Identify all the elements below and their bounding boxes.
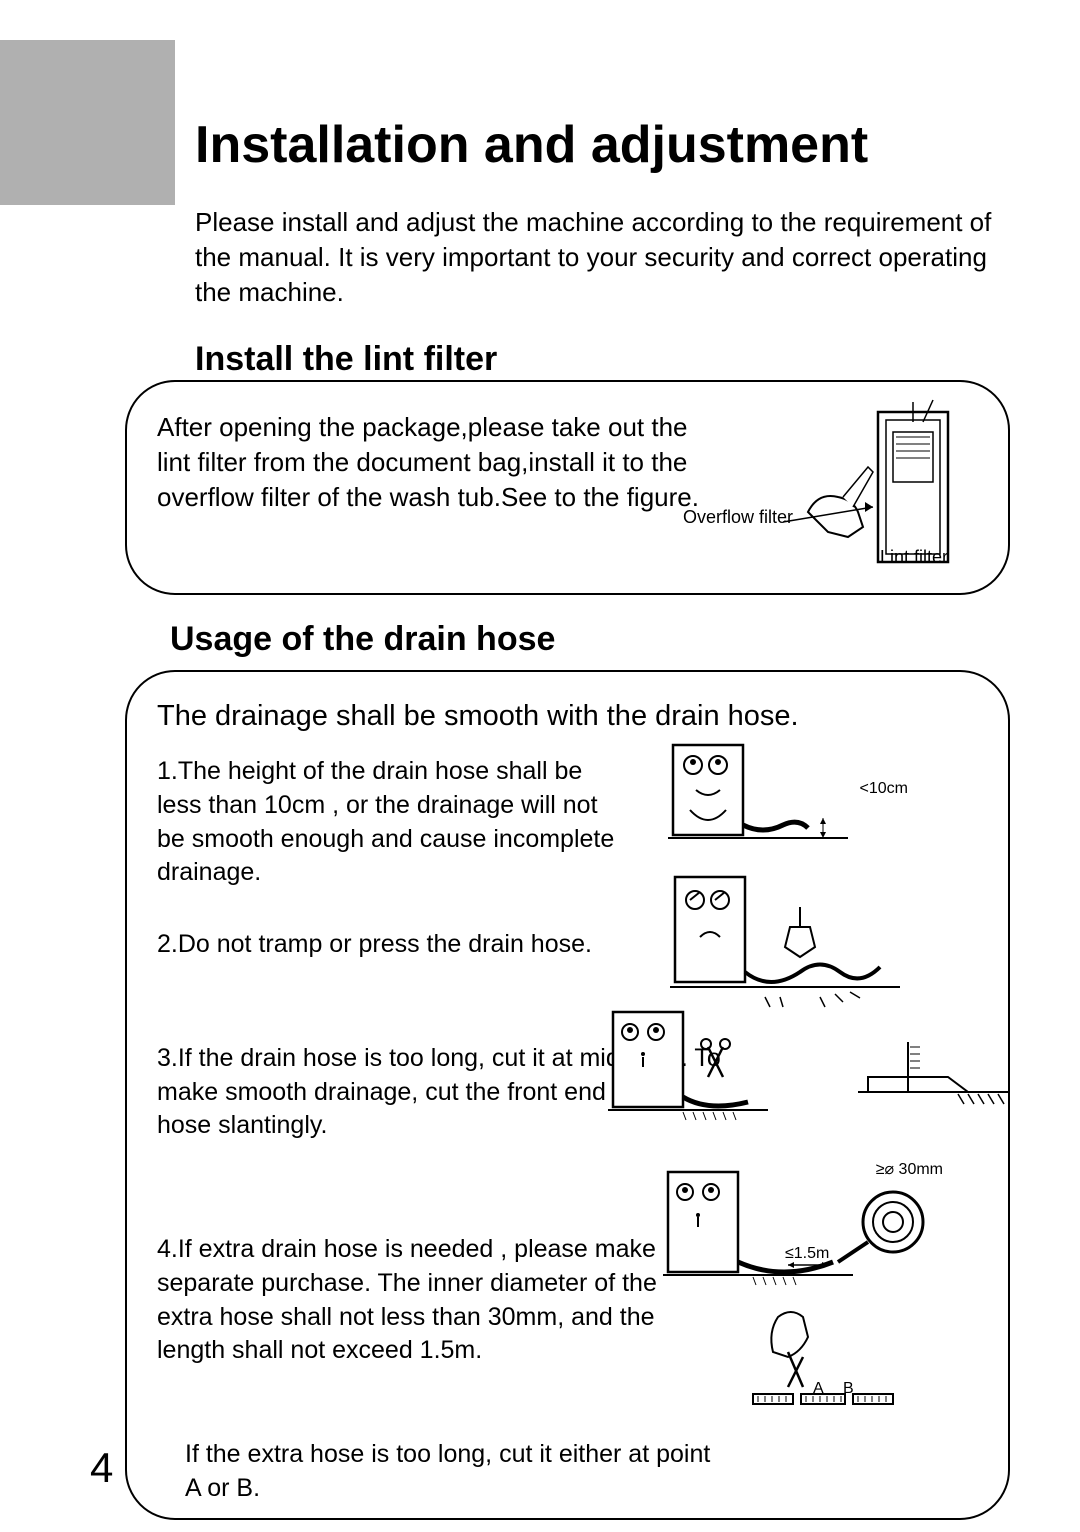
- main-content: Installation and adjustment Please insta…: [195, 115, 1015, 391]
- lint-filter-box: After opening the package,please take ou…: [125, 380, 1010, 595]
- drain-item-4-text: 4.If extra drain hose is needed , please…: [157, 1235, 657, 1364]
- drain-item-5: If the extra hose is too long, cut it ei…: [157, 1438, 717, 1506]
- drain-figure-5: A B: [733, 1302, 913, 1412]
- intro-paragraph: Please install and adjust the machine ac…: [195, 205, 1005, 310]
- drain-heading: Usage of the drain hose: [170, 620, 555, 659]
- drain-item-4: 4.If extra drain hose is needed , please…: [157, 1233, 717, 1368]
- drain-item-1: 1.The height of the drain hose shall be …: [157, 755, 617, 890]
- lint-body-text: After opening the package,please take ou…: [157, 410, 717, 515]
- page-number: 4: [90, 1444, 113, 1492]
- drain-item-2-text: 2.Do not tramp or press the drain hose.: [157, 930, 592, 958]
- drain-figure-1: <10cm: [668, 740, 898, 850]
- lint-heading: Install the lint filter: [195, 340, 1015, 379]
- lint-filter-figure: [688, 392, 978, 577]
- drain-figure-3: [608, 1002, 1008, 1122]
- drain-hose-box: The drainage shall be smooth with the dr…: [125, 670, 1010, 1520]
- drain-figure-4: ≥⌀ 30mm ≤1.5m: [663, 1167, 953, 1287]
- dim-10cm: <10cm: [860, 780, 908, 798]
- drain-lead-text: The drainage shall be smooth with the dr…: [157, 700, 978, 733]
- cut-point-a: A: [813, 1380, 824, 1398]
- drain-item-5-text: If the extra hose is too long, cut it ei…: [185, 1440, 710, 1502]
- cut-point-b: B: [843, 1380, 854, 1398]
- dim-30mm: ≥⌀ 30mm: [876, 1159, 943, 1179]
- drain-figure-2: [670, 872, 930, 1012]
- dim-15m: ≤1.5m: [785, 1245, 829, 1263]
- page-title: Installation and adjustment: [195, 115, 1015, 175]
- drain-item-2: 2.Do not tramp or press the drain hose.: [157, 928, 677, 962]
- side-tab: [0, 40, 175, 205]
- drain-item-1-text: 1.The height of the drain hose shall be …: [157, 757, 614, 886]
